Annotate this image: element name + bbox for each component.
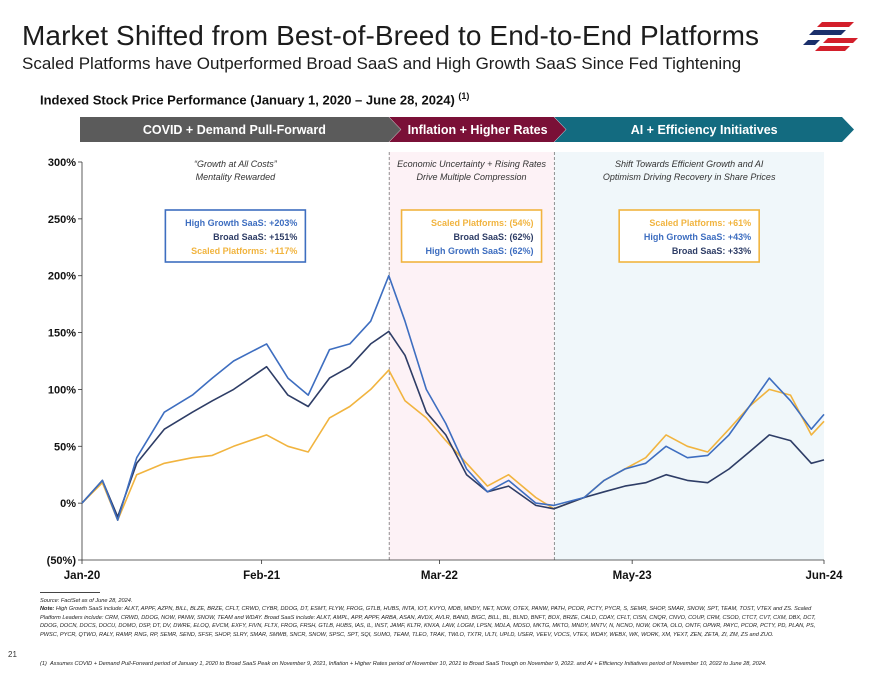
- stat-row: Broad SaaS: +33%: [672, 246, 751, 256]
- footnote-note: High Growth SaaS include: ALKT, APPF, AZ…: [40, 606, 816, 638]
- series-line-broad: [81, 330, 825, 518]
- x-tick-label: Mar-22: [421, 570, 458, 582]
- stat-row: Broad SaaS: (62%): [454, 232, 534, 242]
- phase-label-1: COVID + Demand Pull-Forward: [143, 123, 326, 137]
- footnote-1: (1) Assumes COVID + Demand Pull-Forward …: [40, 661, 767, 667]
- y-tick-label: 300%: [48, 157, 76, 169]
- x-tick-label: Jun-24: [805, 570, 843, 582]
- flag-logo-icon: [803, 22, 858, 51]
- series-line-scaled: [81, 369, 825, 522]
- phase-banner-1: [80, 117, 401, 142]
- footnote-divider: [40, 592, 100, 593]
- phase-note-3: Optimism Driving Recovery in Share Price…: [603, 172, 776, 182]
- y-tick-label: 150%: [48, 328, 76, 340]
- x-tick-label: May-23: [613, 570, 652, 582]
- phase-banner-3: [554, 117, 854, 142]
- page-title: Market Shifted from Best-of-Breed to End…: [22, 20, 760, 51]
- page-subtitle: Scaled Platforms have Outperformed Broad…: [22, 54, 742, 73]
- stat-row: Broad SaaS: +151%: [213, 232, 297, 242]
- stat-box-3: [618, 209, 760, 263]
- stat-row: High Growth SaaS: +43%: [644, 232, 751, 242]
- phase-note-1: Mentality Rewarded: [196, 172, 277, 182]
- phase-label-3: AI + Efficiency Initiatives: [631, 123, 778, 137]
- stat-row: High Growth SaaS: +203%: [185, 218, 297, 228]
- phase-banner-2: [389, 117, 566, 142]
- y-tick-label: 100%: [48, 384, 76, 396]
- phase-note-2: Economic Uncertainty + Rising Rates: [397, 159, 546, 169]
- page-number: 21: [8, 650, 17, 659]
- stat-row: Scaled Platforms: +61%: [649, 218, 751, 228]
- series-line-high-growth: [81, 274, 825, 522]
- y-tick-label: 250%: [48, 214, 76, 226]
- stat-box-2: [400, 209, 543, 263]
- stat-row: Scaled Platforms: (54%): [431, 218, 534, 228]
- y-tick-label: 200%: [48, 271, 76, 283]
- footnote-source: Source: FactSet as of June 28, 2024. Not…: [40, 598, 816, 638]
- phase-note-1: “Growth at All Costs”: [194, 159, 278, 169]
- phase-note-2: Drive Multiple Compression: [417, 172, 527, 182]
- phase-label-2: Inflation + Higher Rates: [408, 123, 548, 137]
- x-tick-label: Jan-20: [64, 570, 100, 582]
- indexed-performance-chart: COVID + Demand Pull-Forward “Growth at Al…: [47, 117, 854, 582]
- y-tick-label: 50%: [54, 441, 76, 453]
- stat-row: High Growth SaaS: (62%): [426, 246, 534, 256]
- x-tick-label: Feb-21: [243, 570, 281, 582]
- phase-note-3: Shift Towards Efficient Growth and AI: [615, 159, 764, 169]
- stat-row: Scaled Platforms: +117%: [191, 246, 297, 256]
- chart-title: Indexed Stock Price Performance (January…: [40, 91, 470, 108]
- y-tick-label: (50%): [47, 555, 77, 567]
- y-tick-label: 0%: [60, 498, 76, 510]
- stat-box-1: [164, 209, 307, 263]
